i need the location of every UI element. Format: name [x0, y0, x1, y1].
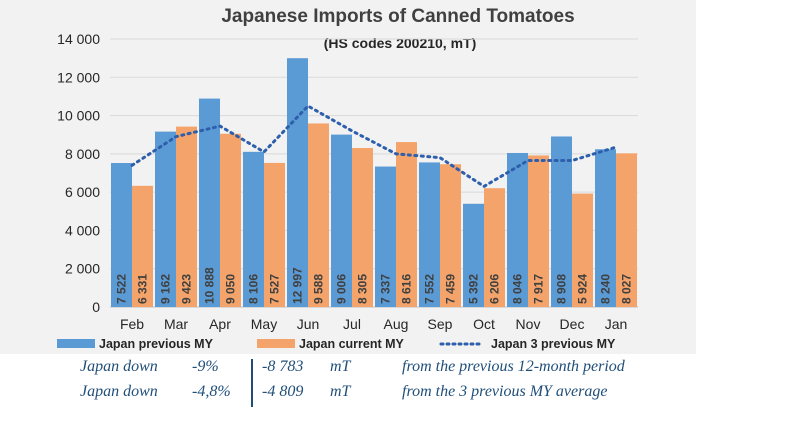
data-label-previous-my: 8 908 [555, 274, 569, 304]
data-label-previous-my: 7 552 [423, 274, 437, 304]
bar-current-my [616, 153, 637, 307]
y-tick-label: 0 [92, 299, 100, 315]
x-tick-label: Oct [473, 316, 495, 332]
data-label-previous-my: 8 240 [599, 274, 613, 304]
legend: Japan previous MY Japan current MY Japan… [57, 337, 616, 351]
chart-subtitle: (HS codes 200210, mT) [324, 35, 477, 51]
y-tick-label: 4 000 [65, 222, 100, 238]
bar-previous-my [155, 131, 176, 307]
bar-previous-my [419, 162, 440, 307]
note-percent: -9% [192, 358, 219, 375]
legend-swatch-previous-my [57, 339, 95, 348]
data-label-previous-my: 12 997 [291, 267, 305, 304]
note-row-3-previous-my: Japan down -4,8% -4 809 mT from the 3 pr… [0, 383, 696, 405]
legend-swatch-current-my [257, 339, 295, 348]
note-unit: mT [330, 383, 351, 400]
data-label-current-my: 7 459 [444, 274, 458, 304]
y-tick-label: 8 000 [65, 146, 100, 162]
bar-current-my [396, 142, 417, 307]
x-tick-label: Mar [164, 316, 188, 332]
bars [111, 58, 637, 308]
data-label-previous-my: 9 162 [159, 274, 173, 304]
data-label-current-my: 9 050 [224, 274, 238, 304]
bar-current-my [440, 164, 461, 307]
y-tick-label: 12 000 [57, 69, 100, 85]
data-label-previous-my: 8 106 [247, 274, 261, 304]
data-labels: 7 522 6 331 9 162 9 423 10 888 9 050 8 106 7 52… [115, 267, 634, 304]
bar-previous-my [463, 203, 484, 307]
bar-previous-my [243, 151, 264, 307]
data-label-previous-my: 9 006 [335, 274, 349, 304]
y-axis: 0 2 000 4 000 6 000 8 000 10 000 12 000 14 000 [57, 31, 100, 315]
data-label-current-my: 8 305 [356, 274, 370, 304]
data-label-current-my: 9 588 [312, 274, 326, 304]
x-tick-label: Apr [209, 316, 231, 332]
bar-previous-my [507, 152, 528, 307]
x-tick-label: Aug [384, 316, 409, 332]
note-unit: mT [330, 358, 351, 375]
data-label-current-my: 9 423 [180, 274, 194, 304]
data-label-current-my: 5 924 [576, 274, 590, 304]
bar-current-my [220, 133, 241, 307]
note-value: -8 783 [262, 358, 304, 375]
bar-current-my [352, 148, 373, 307]
x-tick-label: Nov [516, 316, 541, 332]
chart-title: Japanese Imports of Canned Tomatoes [221, 6, 574, 27]
data-label-previous-my: 8 046 [511, 274, 525, 304]
data-label-previous-my: 7 522 [115, 274, 129, 304]
line-3-previous-my [130, 104, 618, 188]
bar-previous-my [287, 58, 308, 307]
bar-current-my [484, 188, 505, 307]
bar-previous-my [551, 136, 572, 307]
legend-label-previous-my: Japan previous MY [99, 337, 214, 351]
y-tick-label: 10 000 [57, 108, 100, 124]
trend-line [130, 104, 618, 188]
x-tick-label: Feb [120, 316, 144, 332]
data-label-current-my: 6 331 [136, 274, 150, 304]
note-description: from the previous 12-month period [402, 358, 625, 375]
note-value: -4 809 [262, 383, 304, 400]
x-tick-label: Jun [297, 316, 320, 332]
bar-current-my [264, 162, 285, 307]
x-tick-label: Jan [605, 316, 628, 332]
chart-svg: Japanese Imports of Canned Tomatoes (HS … [57, 6, 638, 351]
bar-current-my [308, 123, 329, 307]
data-label-current-my: 6 206 [488, 274, 502, 304]
x-tick-label: Dec [560, 316, 585, 332]
bar-previous-my [595, 149, 616, 307]
y-tick-label: 14 000 [57, 31, 100, 47]
note-row-12-month: Japan down -9% -8 783 mT from the previo… [0, 358, 696, 380]
x-axis: Feb Mar Apr May Jun Jul Aug Sep Oct Nov Dec Jan [120, 316, 627, 332]
note-percent: -4,8% [192, 383, 231, 400]
gridlines [110, 38, 638, 308]
chart-panel: Japanese Imports of Canned Tomatoes (HS … [0, 0, 696, 354]
bar-previous-my [331, 134, 352, 307]
data-label-current-my: 8 027 [620, 274, 634, 304]
summary-notes: Japan down -9% -8 783 mT from the previo… [0, 354, 696, 425]
y-tick-label: 6 000 [65, 184, 100, 200]
y-tick-label: 2 000 [65, 261, 100, 277]
data-label-current-my: 7 917 [532, 274, 546, 304]
legend-label-current-my: Japan current MY [299, 337, 405, 351]
x-tick-label: May [251, 316, 277, 332]
note-divider [251, 359, 253, 407]
bar-current-my [176, 126, 197, 308]
bar-current-my [132, 185, 153, 307]
bar-current-my [528, 155, 549, 307]
data-label-current-my: 8 616 [400, 274, 414, 304]
legend-label-3-previous-my: Japan 3 previous MY [491, 337, 616, 351]
data-label-previous-my: 10 888 [203, 267, 217, 304]
data-label-current-my: 7 527 [268, 274, 282, 304]
note-label: Japan down [80, 358, 158, 375]
bar-previous-my [111, 163, 132, 307]
data-label-previous-my: 5 392 [467, 274, 481, 304]
x-tick-label: Jul [343, 316, 361, 332]
bar-previous-my [375, 166, 396, 307]
bar-previous-my [199, 98, 220, 307]
note-label: Japan down [80, 383, 158, 400]
bar-current-my [572, 193, 593, 307]
data-label-previous-my: 7 337 [379, 274, 393, 304]
x-tick-label: Sep [428, 316, 453, 332]
note-description: from the 3 previous MY average [402, 383, 608, 400]
